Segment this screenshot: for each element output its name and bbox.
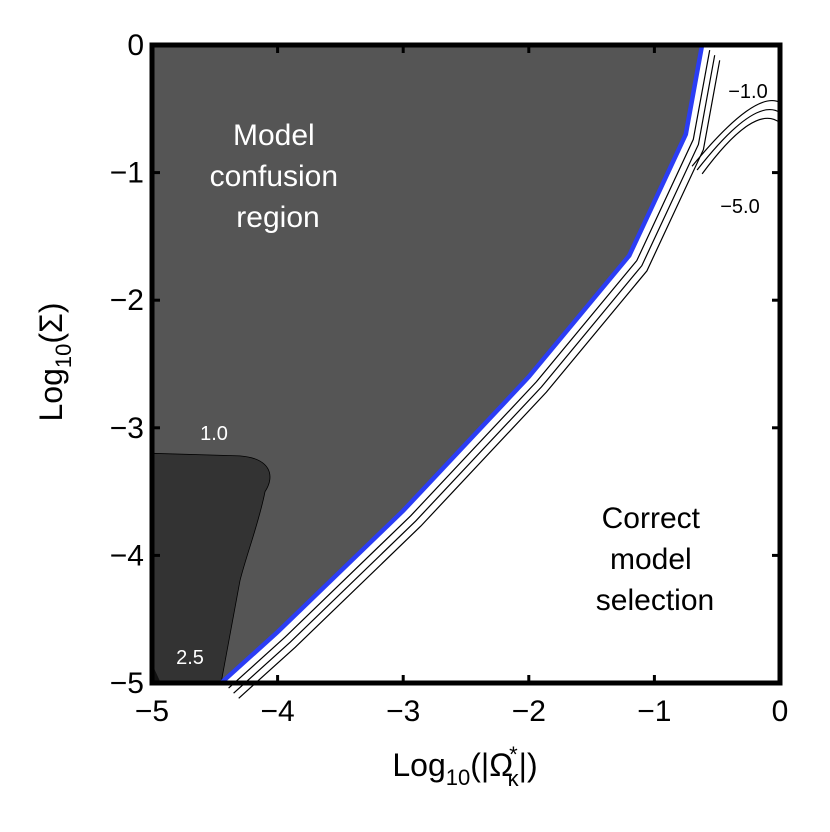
x-tick-label: −3 bbox=[386, 695, 420, 728]
x-tick-label: −1 bbox=[637, 695, 671, 728]
y-tick-label: 0 bbox=[127, 29, 144, 62]
contour-tail-2 bbox=[696, 108, 781, 171]
plot-frame bbox=[149, 42, 783, 686]
x-axis-title: Log10(|Ω* κ|) bbox=[392, 742, 537, 791]
correct-region-label: Correct model selection bbox=[596, 502, 714, 617]
contour-label-neg1: −1.0 bbox=[728, 81, 767, 103]
y-tick-label: −5 bbox=[110, 667, 144, 700]
contour-tail-1 bbox=[691, 100, 781, 167]
contour-label-2-5: 2.5 bbox=[176, 647, 204, 669]
strong-confusion-region bbox=[151, 452, 271, 684]
x-tick-label: −4 bbox=[260, 695, 294, 728]
y-tick-label: −2 bbox=[110, 284, 144, 317]
x-tick-label: −5 bbox=[135, 695, 169, 728]
contour-line-3 bbox=[238, 60, 721, 699]
contour-line-1 bbox=[228, 49, 711, 689]
x-tick-label: 0 bbox=[772, 695, 789, 728]
y-tick-label: −1 bbox=[110, 157, 144, 190]
contour-label-1: 1.0 bbox=[200, 423, 228, 445]
y-axis-title: Log10(Σ) bbox=[33, 303, 76, 422]
y-tick-label: −3 bbox=[110, 412, 144, 445]
contour-tail-3 bbox=[701, 117, 781, 175]
ticks: −5 −4 −3 −2 −1 0 0 −1 −2 −3 −4 −5 bbox=[110, 29, 789, 728]
confusion-region-label: Model confusion region bbox=[210, 119, 347, 234]
y-tick-label: −4 bbox=[110, 539, 144, 572]
confusion-region bbox=[152, 45, 703, 683]
plot-area bbox=[149, 42, 783, 699]
contour-label-neg5: −5.0 bbox=[720, 196, 759, 218]
decision-boundary-line bbox=[219, 44, 705, 685]
contour-line-2 bbox=[233, 55, 716, 694]
x-tick-label: −2 bbox=[512, 695, 546, 728]
